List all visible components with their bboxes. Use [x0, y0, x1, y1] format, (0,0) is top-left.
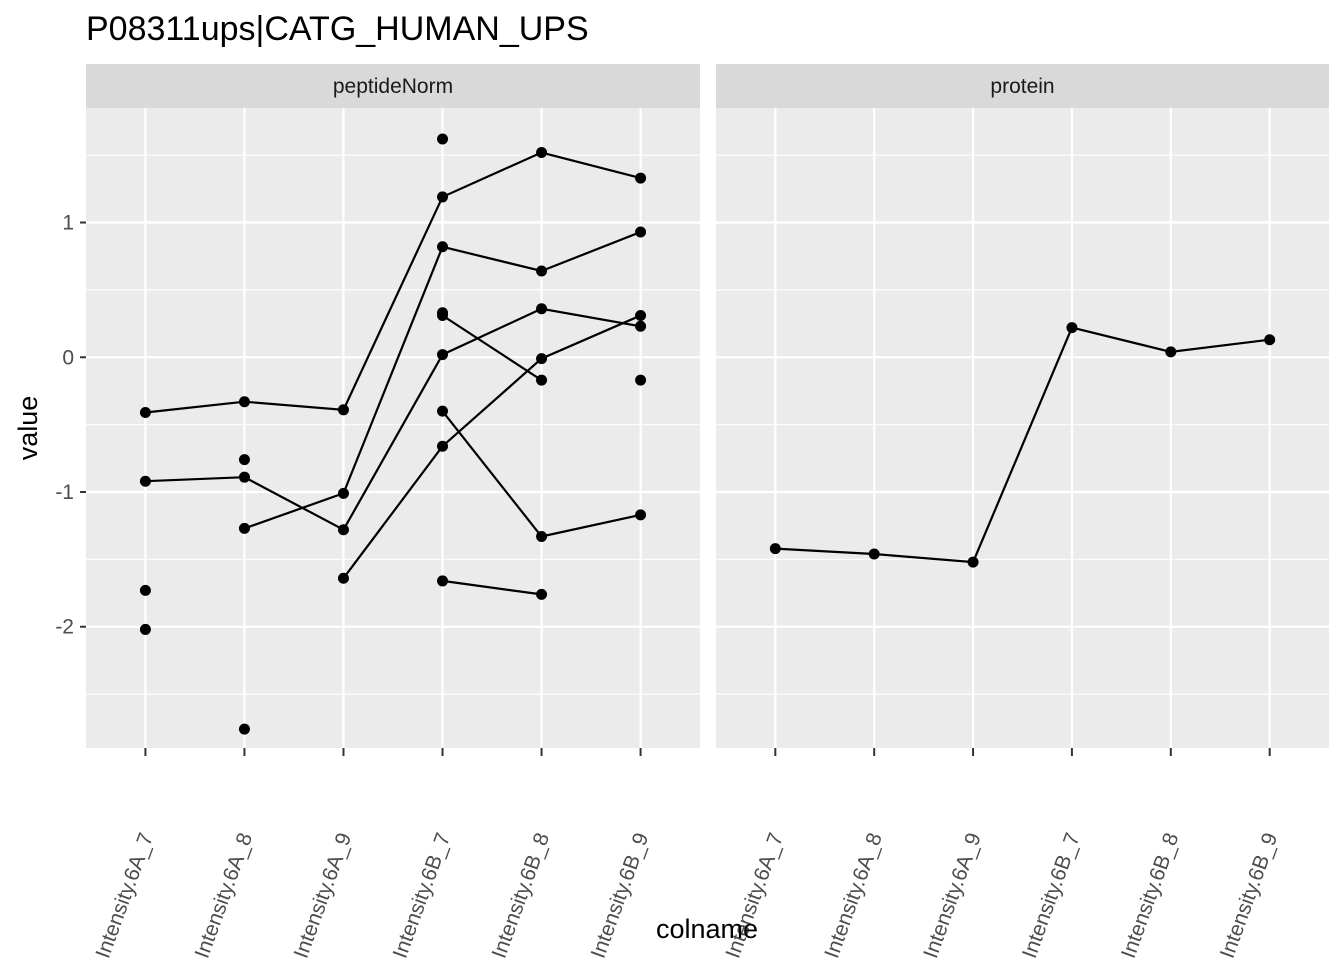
data-point	[337, 487, 349, 499]
data-point	[437, 405, 449, 417]
series-line	[342, 314, 642, 579]
data-point	[635, 309, 647, 321]
data-point	[536, 374, 548, 386]
x-tick-label: Intensity.6B_8	[1117, 830, 1184, 960]
data-point	[238, 396, 250, 408]
data-point	[769, 543, 781, 555]
data-point	[437, 575, 449, 587]
facet-strip	[716, 64, 1329, 108]
data-point	[337, 524, 349, 536]
facet-strip-label: protein	[990, 75, 1054, 98]
y-tick-label: 1	[62, 212, 74, 235]
data-point	[536, 588, 548, 600]
data-point	[437, 191, 449, 203]
x-tick-label: Intensity.6A_7	[92, 830, 159, 960]
series-line	[775, 326, 1270, 564]
data-point	[868, 548, 880, 560]
panel-background	[86, 108, 700, 748]
x-tick-label: Intensity.6A_9	[919, 830, 986, 960]
data-point	[139, 407, 151, 419]
panel-marks	[139, 133, 647, 735]
y-tick-label: -2	[55, 616, 74, 639]
series-line	[145, 151, 641, 414]
series-line	[441, 314, 543, 382]
data-point	[139, 584, 151, 596]
panel-marks	[769, 322, 1276, 568]
data-point	[238, 471, 250, 483]
y-axis-title: value	[13, 396, 43, 461]
x-tick-label: Intensity.6B_9	[1216, 830, 1283, 960]
data-point	[635, 172, 647, 184]
x-tick-label: Intensity.6A_8	[820, 830, 887, 960]
data-point	[437, 241, 449, 253]
data-point	[635, 374, 647, 386]
data-point	[437, 440, 449, 452]
data-point	[1066, 322, 1078, 334]
x-axis-title: colname	[656, 914, 758, 944]
data-point	[967, 556, 979, 568]
series-line	[442, 579, 542, 596]
facet-panel-peptideNorm: peptideNorm -2 -1 0 1 Intensity.6A_7 Intensity…	[55, 64, 700, 960]
data-point	[1264, 334, 1276, 346]
x-tick-label: Intensity.6B_7	[1018, 830, 1085, 960]
y-tick-label: -1	[55, 481, 74, 504]
data-point	[238, 454, 250, 466]
series-line	[145, 307, 641, 532]
data-point	[337, 404, 349, 416]
data-point	[536, 265, 548, 277]
panel-background	[716, 108, 1329, 748]
y-tick-label: 0	[62, 346, 74, 369]
data-point	[139, 623, 151, 635]
x-tick-label: Intensity.6B_9	[587, 830, 654, 960]
data-point	[337, 572, 349, 584]
facet-panels: peptideNorm -2 -1 0 1 Intensity.6A_7 Intensity…	[55, 64, 1329, 960]
data-point	[536, 303, 548, 315]
x-tick-label: Intensity.6B_7	[389, 830, 456, 960]
data-point	[635, 509, 647, 521]
data-point	[238, 522, 250, 534]
data-point	[437, 349, 449, 361]
x-tick-label: Intensity.6A_9	[290, 830, 357, 960]
facet-strip-label: peptideNorm	[333, 75, 453, 98]
facet-strip	[86, 64, 700, 108]
data-point	[238, 723, 250, 735]
x-tick-label: Intensity.6B_8	[488, 830, 555, 960]
data-point	[536, 146, 548, 158]
data-point	[536, 530, 548, 542]
chart-title: P08311ups|CATG_HUMAN_UPS	[86, 10, 589, 48]
data-point	[635, 320, 647, 332]
x-tick-label: Intensity.6A_8	[191, 830, 258, 960]
data-point	[635, 226, 647, 238]
data-point	[437, 133, 449, 145]
data-point	[139, 475, 151, 487]
data-point	[536, 353, 548, 365]
data-point	[437, 307, 449, 319]
data-point	[1165, 346, 1177, 358]
